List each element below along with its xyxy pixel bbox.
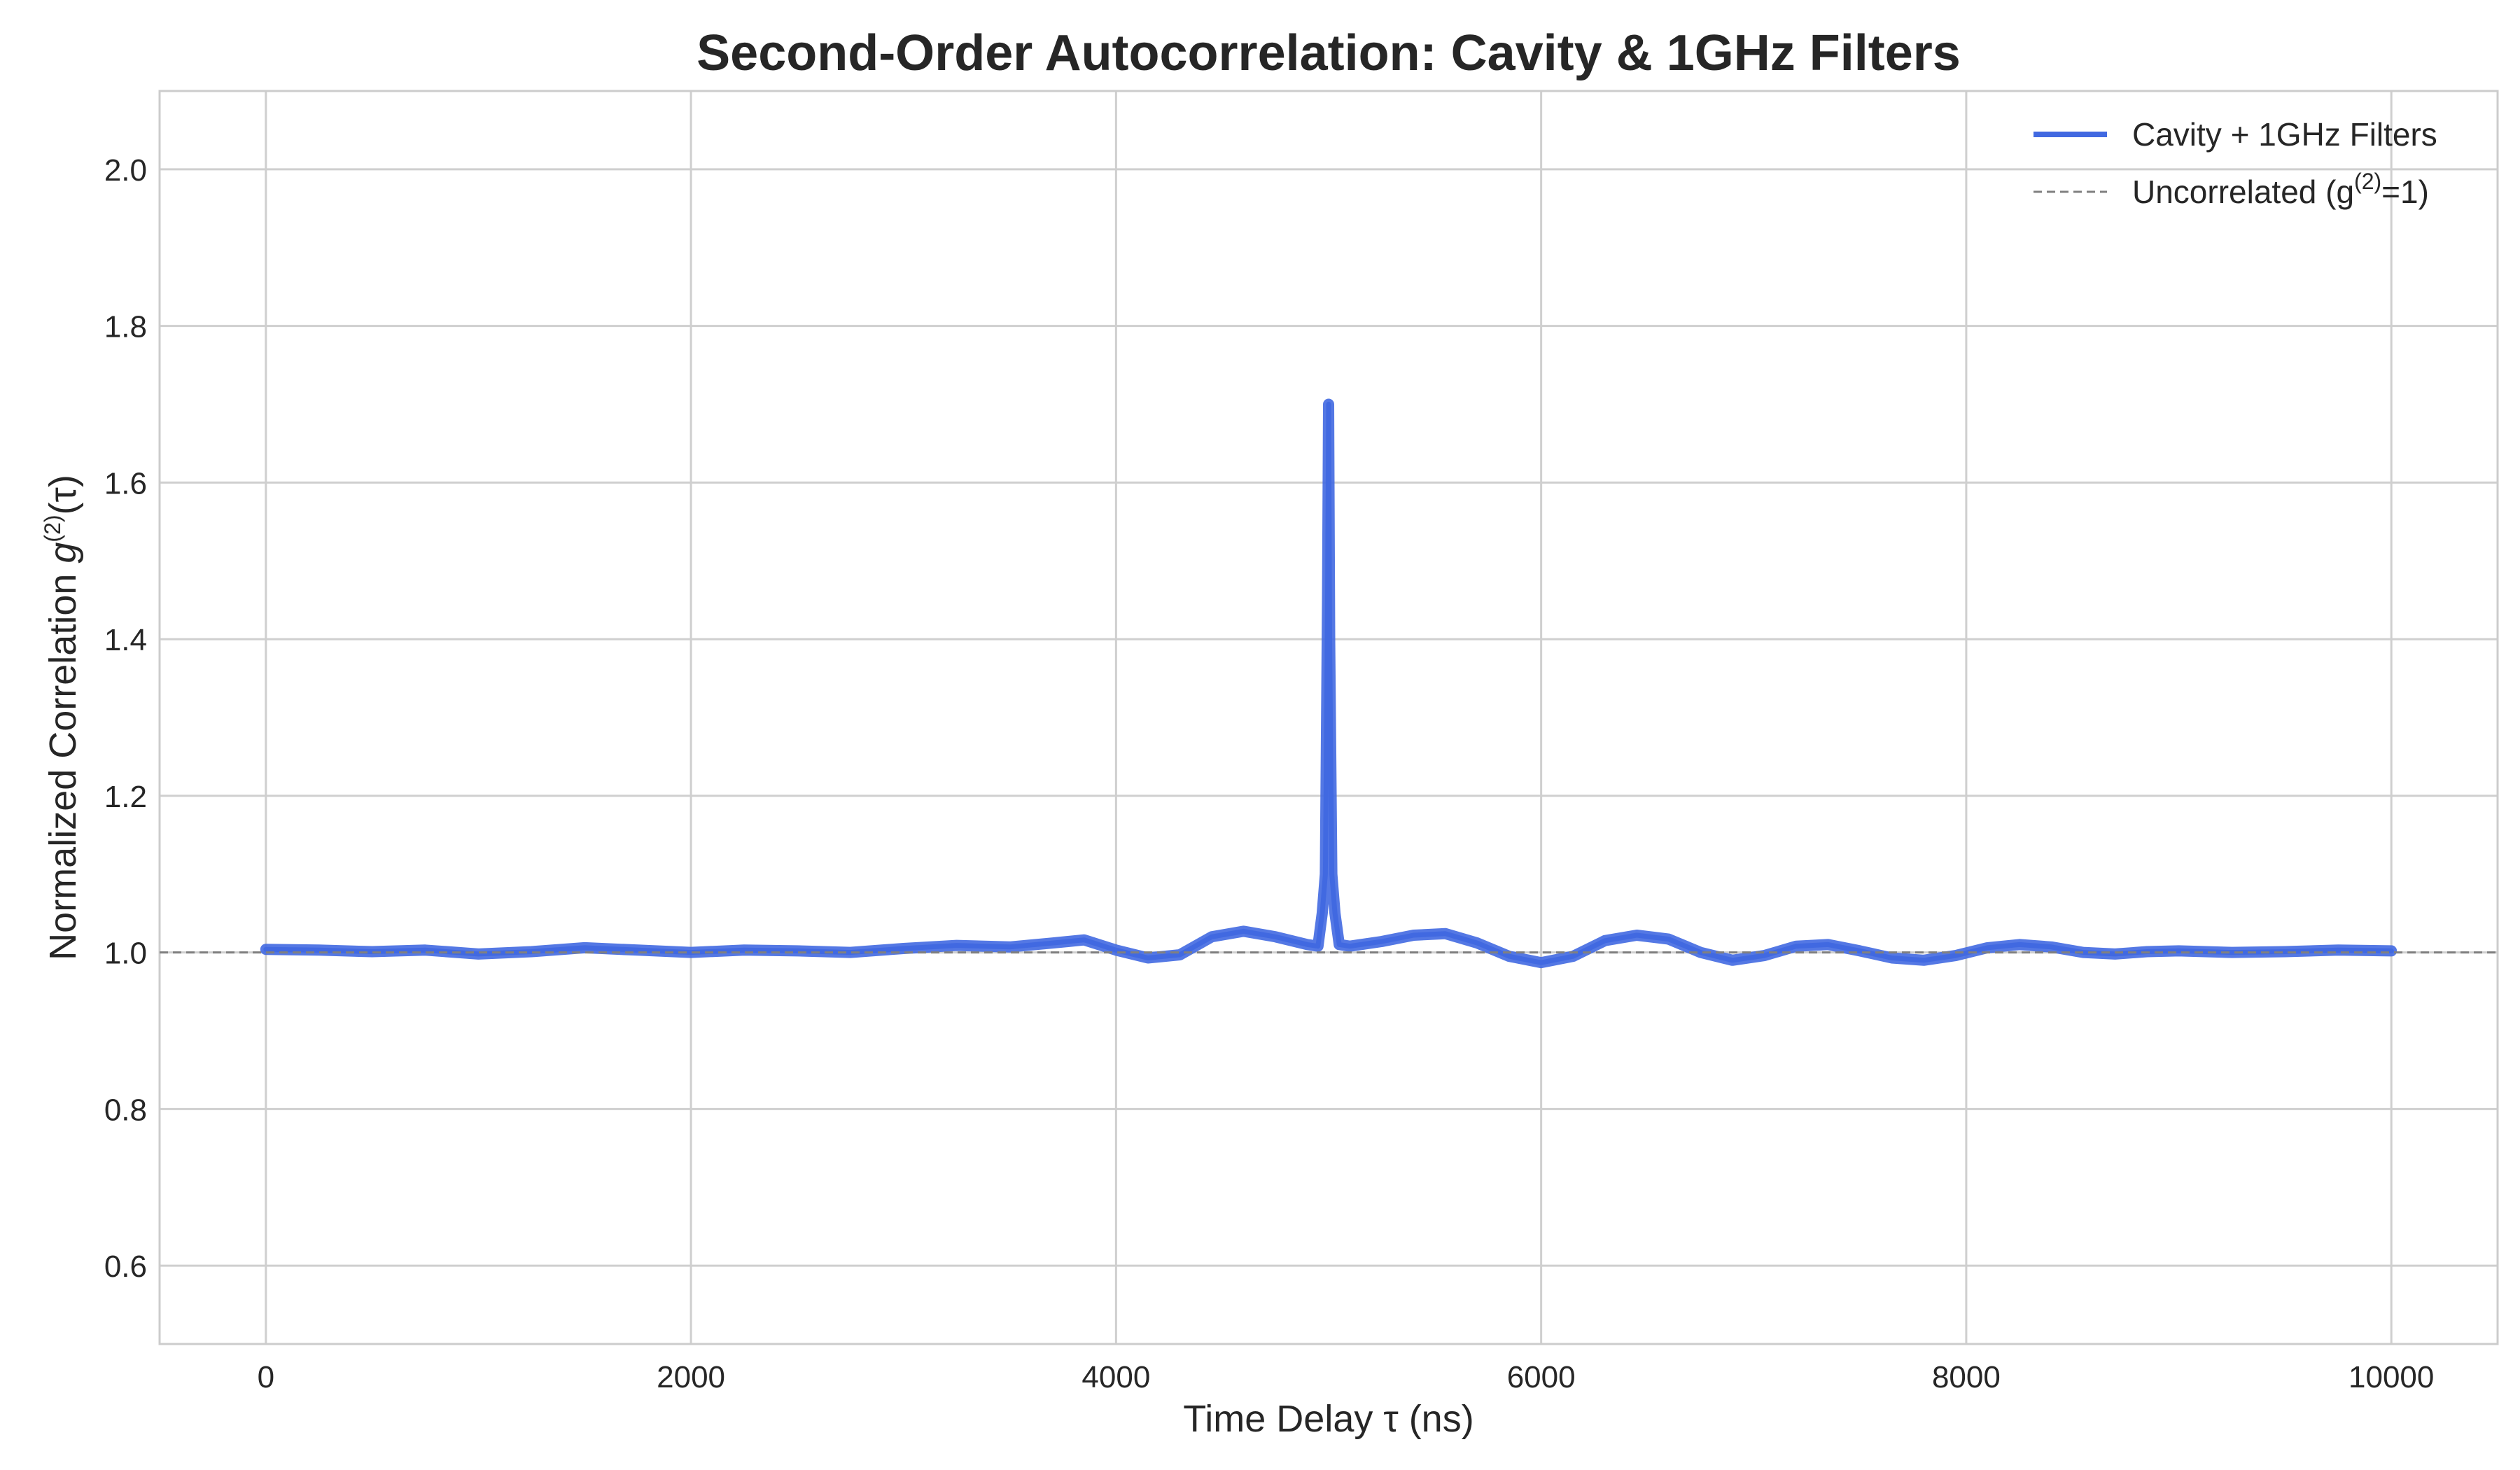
y-tick-label: 0.6: [104, 1250, 147, 1284]
legend-label-cavity: Cavity + 1GHz Filters: [2132, 116, 2437, 153]
x-tick-label: 0: [258, 1360, 274, 1394]
y-tick-label: 0.8: [104, 1093, 147, 1127]
plot-frame: [158, 90, 2499, 1345]
x-tick-label: 10000: [2348, 1360, 2434, 1394]
y-tick-label: 1.2: [104, 780, 147, 814]
y-axis-label: Normalized Correlation g(2)(τ): [40, 475, 84, 960]
x-tick-label: 4000: [1082, 1360, 1150, 1394]
legend: Cavity + 1GHz Filters Uncorrelated (g(2)…: [2033, 116, 2437, 210]
tick-labels: 0 2000 4000 6000 8000 10000 0.6 0.8 1.0 1.2 1.4 1.6…: [104, 153, 2435, 1394]
y-tick-label: 1.8: [104, 310, 147, 344]
x-tick-label: 6000: [1507, 1360, 1576, 1394]
x-tick-label: 8000: [1932, 1360, 2001, 1394]
x-tick-label: 2000: [657, 1360, 725, 1394]
x-axis-label: Time Delay τ (ns): [1183, 1398, 1474, 1440]
grid: [160, 91, 2498, 1344]
series-layer: [160, 398, 2498, 969]
legend-label-uncorrelated: Uncorrelated (g(2)=1): [2132, 169, 2429, 210]
y-tick-label: 1.6: [104, 466, 147, 500]
chart-title: Second-Order Autocorrelation: Cavity & 1…: [696, 25, 1961, 81]
y-tick-label: 1.0: [104, 937, 147, 971]
y-tick-label: 1.4: [104, 623, 147, 657]
y-tick-label: 2.0: [104, 153, 147, 188]
